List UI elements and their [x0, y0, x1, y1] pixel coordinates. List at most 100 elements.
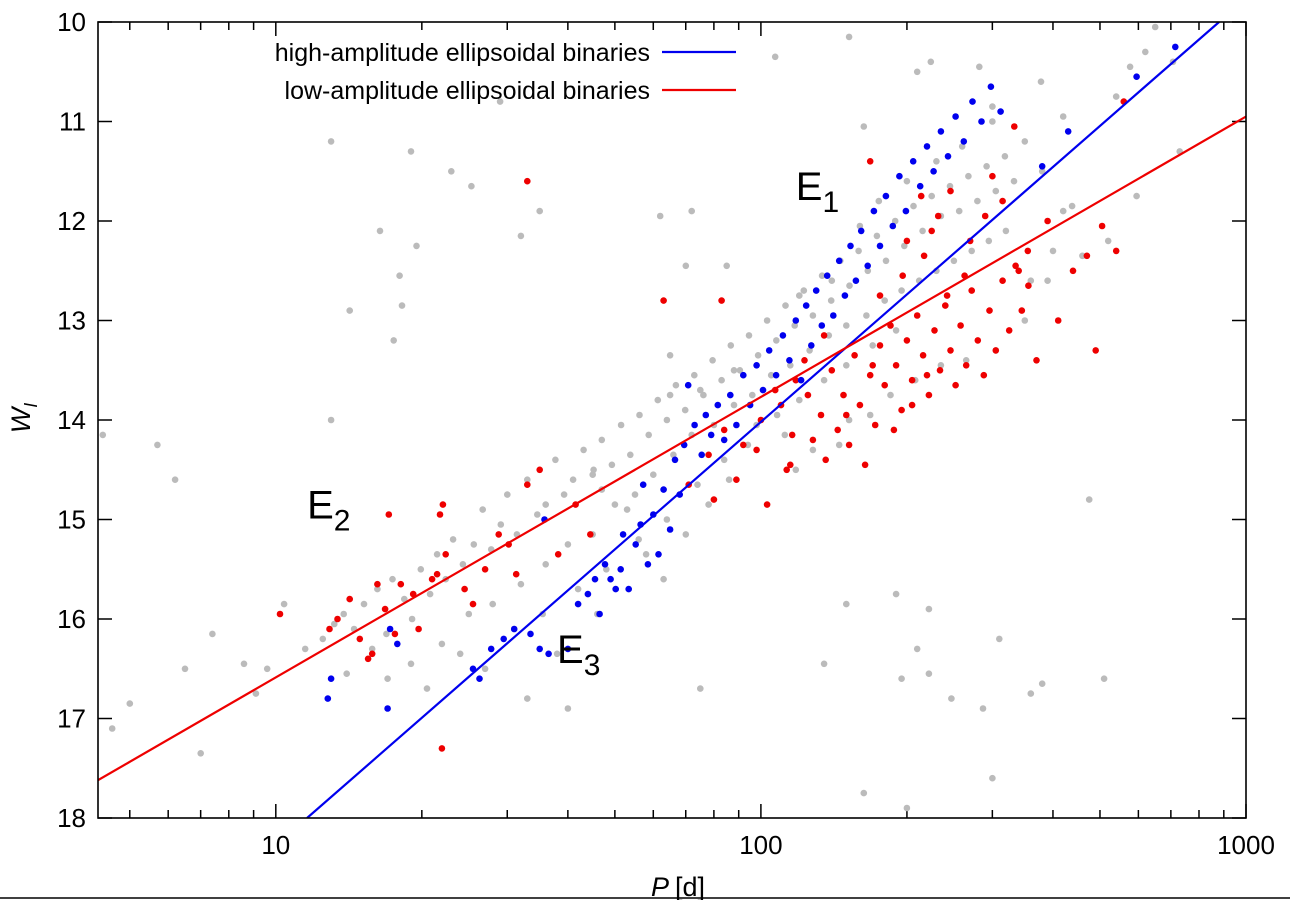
low-amp-point — [356, 635, 364, 643]
low-amp-point — [753, 446, 760, 454]
all-star-point — [504, 491, 511, 498]
all-star-point — [553, 650, 561, 658]
all-star-point — [465, 610, 473, 618]
all-star-point — [875, 197, 883, 205]
all-star-point — [773, 411, 781, 419]
all-star-point — [1133, 192, 1140, 200]
high-amp-point — [864, 262, 871, 270]
high-amp-point — [510, 625, 518, 633]
all-star-point — [542, 501, 549, 508]
all-star-point — [928, 192, 935, 200]
all-star-point — [968, 247, 975, 255]
high-amp-point — [500, 635, 508, 643]
low-amp-point — [1025, 282, 1032, 290]
low-amp-point — [942, 302, 949, 309]
all-star-point — [171, 476, 179, 484]
all-star-point — [1049, 247, 1057, 255]
low-amp-point — [1098, 222, 1106, 230]
all-star-point — [331, 620, 338, 628]
high-amp-point — [969, 98, 976, 105]
all-star-point — [1027, 277, 1035, 285]
all-star-point — [398, 302, 406, 309]
all-star-point — [989, 103, 996, 110]
low-amp-point — [986, 307, 993, 314]
all-star-point — [744, 441, 752, 449]
all-star-point — [1021, 138, 1029, 145]
all-star-point — [590, 466, 597, 474]
low-amp-point — [899, 272, 906, 280]
all-star-point — [873, 232, 881, 240]
all-star-point — [1085, 496, 1093, 503]
all-star-point — [866, 411, 874, 419]
low-amp-point — [936, 367, 944, 374]
all-star-point — [564, 705, 572, 712]
all-star-point — [860, 123, 868, 130]
low-amp-point — [1092, 347, 1099, 354]
low-amp-point — [809, 436, 817, 444]
all-star-point — [497, 521, 505, 528]
all-star-point — [417, 566, 425, 573]
low-amp-point — [1015, 267, 1022, 275]
all-star-point — [645, 431, 652, 439]
all-star-point — [791, 322, 798, 329]
all-star-point — [985, 237, 993, 245]
low-amp-point — [442, 551, 450, 558]
all-star-point — [479, 506, 487, 513]
high-amp-point — [960, 138, 968, 145]
all-star-point — [887, 391, 894, 399]
low-amp-point — [346, 595, 354, 603]
tick-labels: 10 100 1000 10 11 12 13 14 15 16 17 18 — [57, 7, 1275, 860]
high-amp-point — [857, 227, 865, 235]
legend-label-low-amp: low-amplitude ellipsoidal binaries — [285, 77, 650, 105]
high-amp-point — [802, 302, 810, 309]
all-star-point — [927, 58, 935, 66]
all-star-point — [996, 635, 1003, 643]
high-amp-point — [727, 391, 734, 399]
all-star-point — [654, 396, 662, 404]
high-amp-point — [740, 371, 747, 379]
all-star-point — [806, 347, 813, 354]
y-tick-label: 11 — [59, 107, 86, 137]
all-star-point — [910, 202, 917, 210]
all-star-point — [898, 675, 905, 682]
all-star-point — [660, 575, 667, 583]
all-star-point — [383, 630, 390, 638]
all-star-point — [720, 456, 728, 464]
high-amp-point — [759, 386, 767, 394]
low-amp-point — [524, 481, 531, 489]
high-amp-point — [394, 640, 401, 648]
all-star-point — [1126, 63, 1134, 71]
all-star-point — [989, 774, 996, 782]
all-star-point — [448, 168, 455, 175]
all-star-point — [754, 352, 762, 359]
y-tick-label: 14 — [57, 405, 86, 435]
all-star-point — [240, 660, 248, 668]
high-amp-point — [601, 561, 609, 568]
all-star-point — [108, 725, 116, 732]
high-amp-point — [733, 421, 740, 429]
annotation-label-1: E1 — [796, 165, 839, 219]
low-amp-point — [536, 466, 543, 474]
all-star-point — [126, 700, 134, 707]
all-star-point — [913, 68, 921, 76]
low-amp-point — [1069, 267, 1077, 275]
low-amp-point — [428, 575, 436, 583]
high-amp-point — [930, 168, 937, 175]
low-amp-point — [1033, 357, 1040, 364]
low-amp-point — [495, 531, 503, 538]
all-star-point — [401, 595, 408, 603]
all-star-point — [825, 332, 833, 339]
all-star-point — [343, 670, 351, 677]
low-amp-point — [992, 347, 1000, 354]
low-amp-point — [276, 610, 284, 618]
all-star-point — [1059, 207, 1067, 215]
all-star-point — [763, 317, 771, 324]
all-star-point — [845, 33, 853, 41]
all-star-point — [99, 431, 107, 439]
all-star-point — [603, 566, 610, 573]
low-amp-point — [1011, 123, 1018, 130]
low-amp-point — [381, 605, 389, 613]
high-amp-point — [847, 242, 854, 250]
high-amp-point — [870, 207, 878, 215]
all-star-point — [456, 650, 464, 658]
